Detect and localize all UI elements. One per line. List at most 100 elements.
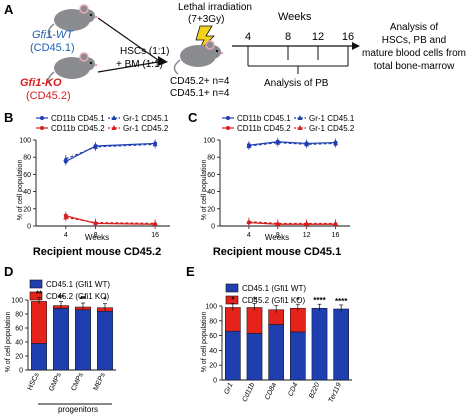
wt-genotype-label: Gfi1-WT [32, 29, 74, 41]
syringe-arrow-icon [97, 17, 168, 73]
ytick-label-b: 0 [27, 224, 31, 231]
bar-wt-e [225, 330, 241, 381]
ytick-label-e: 60 [209, 333, 217, 340]
analysis-line2: HSCs, PB and [382, 35, 446, 46]
ytick-label-c: 100 [203, 138, 215, 145]
category-label-e: CD8a [264, 382, 278, 401]
ytick-label-e: 100 [205, 304, 217, 311]
significance-star-e: **** [313, 296, 326, 305]
bar-wt-e [290, 331, 306, 381]
xtick-label-c: 16 [332, 232, 340, 239]
xtick-label-b: 16 [151, 232, 159, 239]
bar-ko-d [31, 301, 47, 344]
week-tick-4: 4 [245, 31, 251, 43]
panel-b: B CD11b CD45.1 CD11b CD45.2 Gr-1 CD45.1 … [4, 110, 170, 258]
legend-b-3: Gr-1 CD45.2 [123, 124, 169, 133]
significance-star-d: ** [58, 294, 65, 303]
week-tick-8: 8 [285, 31, 291, 43]
caption-b: Recipient mouse CD45.2 [33, 246, 161, 258]
legend-b-1: CD11b CD45.2 [51, 124, 105, 133]
chart-b: 0 20 40 60 80 100 4 8 16 [19, 138, 170, 239]
ytick-label-d: 40 [15, 340, 23, 347]
mouse-icon [47, 4, 98, 39]
data-point-b [63, 156, 69, 161]
data-point-c [304, 220, 310, 226]
panel-a: A Gfi1-WT (CD45.1) Gfi1-KO (CD45.2) [4, 2, 466, 102]
significance-star-e: **** [335, 297, 348, 306]
ylabel-c: % of cell population [201, 160, 208, 221]
data-point-c [246, 219, 252, 224]
bar-wt-d [97, 310, 113, 371]
data-point-c [246, 143, 252, 149]
xlabel-b: Weeks [85, 233, 109, 242]
significance-star-e: * [253, 295, 257, 304]
ylabel-e: % of cell population [201, 312, 208, 373]
category-label-e: B220 [308, 382, 321, 400]
legend-c-2: Gr-1 CD45.1 [309, 114, 355, 123]
ytick-label-b: 20 [23, 206, 31, 213]
mouse-icon [173, 40, 224, 75]
legend-e: CD45.1 (Gfi1 WT) CD45.2 (Gfi1 KO) [225, 283, 306, 305]
panel-c-letter: C [188, 110, 198, 125]
xtick-label-b: 4 [64, 232, 68, 239]
data-point-c [304, 141, 310, 147]
irradiation-line2: (7+3Gy) [188, 14, 224, 25]
panel-c: C CD11b CD45.1 CD11b CD45.2 Gr-1 CD45.1 … [188, 110, 355, 258]
series-line-c-1 [248, 221, 336, 225]
ylabel-d: % of cell population [5, 312, 12, 373]
panel-d: D CD45.1 (Gfi1 WT) CD45.2 (Gfi1 KO) 0 20 4… [4, 264, 116, 414]
ytick-label-b: 80 [23, 155, 31, 162]
significance-star-e: * [296, 296, 300, 305]
bar-ko-e [290, 307, 306, 333]
analysis-line4: total bone-marrow [374, 61, 455, 72]
bar-wt-e [246, 333, 263, 381]
transplant-line1: HSCs (1:1) [120, 46, 169, 57]
panel-a-letter: A [4, 2, 14, 17]
series-line-b-3 [65, 216, 156, 225]
recipient-line2: CD45.1+ n=4 [170, 88, 230, 99]
legend-d-0: CD45.1 (Gfi1 WT) [46, 280, 110, 289]
series-line-c-2 [248, 141, 336, 147]
category-label-e: Gr1 [223, 382, 234, 396]
weeks-label: Weeks [278, 11, 312, 23]
bar-wt-e [268, 324, 285, 381]
legend-c-0: CD11b CD45.1 [237, 114, 291, 123]
bar-wt-d [31, 343, 47, 371]
legend-c-1: CD11b CD45.2 [237, 124, 291, 133]
ytick-label-d: 0 [19, 368, 23, 375]
category-label-e: Ter119 [328, 382, 343, 404]
significance-star-d: * [103, 296, 107, 305]
significance-star-e: * [231, 295, 235, 304]
ytick-label-e: 40 [209, 348, 217, 355]
category-label-d: MEPs [93, 371, 107, 391]
xtick-label-b: 8 [94, 232, 98, 239]
legend-d-1: CD45.2 (Gfi1 KO) [46, 292, 109, 301]
legend-c-3: Gr-1 CD45.2 [309, 124, 355, 133]
series-line-c-0 [248, 141, 336, 146]
legend-e-1: CD45.2 (Gfi1 KO) [242, 296, 305, 305]
caption-c: Recipient mouse CD45.1 [213, 246, 341, 258]
panel-e-letter: E [186, 264, 195, 279]
recipient-line1: CD45.2+ n=4 [170, 76, 230, 87]
xlabel-c: Weeks [265, 233, 289, 242]
xtick-label-c: 12 [303, 232, 311, 239]
data-point-c [333, 220, 339, 226]
data-point-b [152, 141, 158, 147]
ytick-label-e: 0 [213, 378, 217, 385]
ko-allele-label: (CD45.2) [26, 90, 71, 102]
legend-b-0: CD11b CD45.1 [51, 114, 105, 123]
group-label-d: progenitors [58, 405, 98, 414]
ytick-label-d: 60 [15, 326, 23, 333]
category-label-d: CMPs [70, 371, 85, 392]
data-point-b [93, 144, 99, 149]
week-tick-12: 12 [312, 31, 324, 43]
analysis-line1: Analysis of [390, 22, 439, 33]
ytick-label-d: 80 [15, 312, 23, 319]
panel-e: E CD45.1 (Gfi1 WT) CD45.2 (Gfi1 KO) 0 20 4… [186, 264, 352, 404]
panel-d-letter: D [4, 264, 13, 279]
ylabel-b: % of cell population [17, 160, 24, 221]
ytick-label-c: 40 [207, 189, 215, 196]
chart-d: 0 20 40 60 80 100 ** HSCs ** GMPs ** CMPs * MEPs [11, 289, 116, 392]
irradiation-line1: Lethal irradiation [178, 2, 252, 13]
